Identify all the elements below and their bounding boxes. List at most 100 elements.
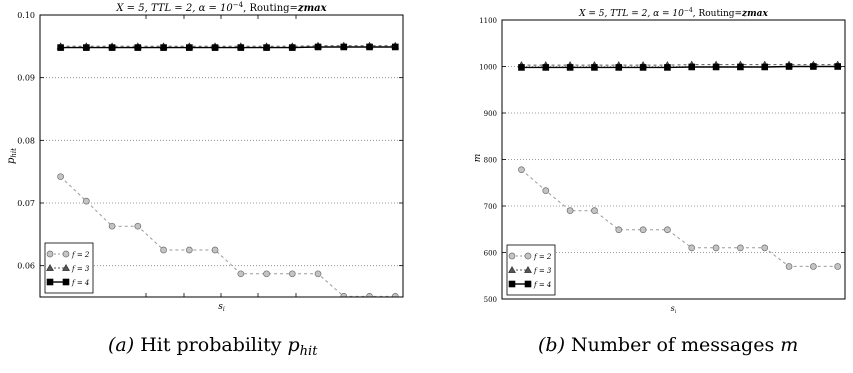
plot-area	[56, 41, 400, 297]
series-line-f4	[60, 46, 396, 49]
data-point	[237, 44, 245, 51]
data-point	[108, 222, 116, 230]
y-tick-label: 700	[484, 203, 497, 211]
caption-a-label: (a)	[108, 334, 135, 356]
y-tick-label: 900	[484, 110, 497, 118]
y-tick-label: 800	[484, 157, 497, 165]
legend-label: f = 2	[533, 253, 552, 261]
y-tick-label: 1000	[479, 64, 497, 72]
caption-a-subscript: hit	[299, 344, 318, 359]
data-point	[615, 226, 623, 234]
data-point	[160, 44, 167, 51]
legend: f = 2 f = 3 f = 4	[44, 242, 94, 294]
data-point	[639, 64, 647, 71]
data-point	[366, 293, 373, 297]
y-tick-label: 0.07	[17, 199, 35, 208]
data-point	[82, 197, 90, 205]
x-axis-label: si	[671, 304, 677, 315]
data-point	[737, 63, 744, 71]
y-tick-label: 0.06	[17, 262, 35, 271]
data-point	[591, 207, 598, 214]
y-axis-label: m	[473, 154, 483, 163]
plot-area	[517, 60, 842, 270]
data-point	[810, 263, 817, 270]
data-point	[83, 44, 90, 51]
data-point	[340, 293, 348, 297]
data-point	[834, 63, 842, 70]
legend: f = 2 f = 3 f = 4	[506, 244, 556, 296]
data-point	[566, 64, 574, 71]
data-point	[134, 222, 142, 230]
legend-marker	[46, 263, 54, 271]
data-point	[664, 226, 671, 234]
series-line-f2	[60, 176, 396, 297]
series-line-f2	[521, 169, 838, 267]
data-point	[391, 293, 399, 297]
data-point	[185, 246, 193, 254]
caption-a-symbol: p	[287, 334, 300, 356]
legend-marker	[46, 250, 54, 258]
data-point	[712, 244, 720, 252]
data-point	[834, 263, 842, 270]
y-axis-label: phit	[6, 148, 18, 164]
data-point	[340, 43, 348, 51]
caption-b-text: Number of messages	[565, 334, 781, 356]
x-axis-label: si	[218, 302, 225, 313]
chart-title: X = 5, TTL = 2, α = 10−4, Routing=zmax	[115, 1, 327, 14]
legend-label: f = 3	[533, 267, 552, 275]
data-point	[688, 63, 696, 71]
data-point	[785, 63, 793, 70]
legend-marker	[508, 280, 516, 288]
data-point	[810, 63, 817, 70]
data-point	[134, 44, 142, 51]
y-tick-label: 0.08	[17, 136, 35, 145]
caption-b: (b) Number of messages m	[538, 334, 798, 359]
data-point	[761, 63, 769, 71]
data-point	[288, 44, 296, 51]
data-point	[57, 44, 64, 51]
data-point	[785, 263, 793, 270]
plot-frame	[39, 14, 404, 298]
data-point	[108, 44, 116, 51]
data-point	[366, 43, 373, 51]
y-tick-label: 500	[484, 296, 497, 304]
data-point	[542, 64, 550, 71]
data-point	[591, 64, 598, 71]
caption-a: (a) Hit probability phit	[108, 334, 317, 359]
data-point	[518, 64, 525, 71]
data-point	[314, 43, 322, 51]
plot-frame	[501, 19, 846, 300]
series-line-f4	[521, 65, 838, 69]
caption-b-symbol: m	[780, 334, 799, 356]
legend-label: f = 3	[71, 265, 90, 273]
data-point	[518, 166, 525, 174]
data-point	[688, 244, 696, 252]
legend-marker	[524, 265, 532, 273]
data-point	[712, 63, 720, 71]
legend-marker	[508, 265, 516, 273]
legend-marker	[46, 278, 54, 286]
data-point	[263, 270, 270, 278]
data-point	[211, 44, 219, 51]
data-point	[211, 246, 219, 254]
data-point	[542, 187, 550, 195]
legend-marker	[524, 280, 532, 288]
data-point	[566, 207, 574, 214]
y-tick-label: 600	[484, 250, 497, 258]
data-point	[639, 226, 647, 234]
legend-label: f = 4	[533, 281, 551, 289]
data-point	[288, 270, 296, 278]
data-point	[237, 270, 245, 278]
y-tick-label: 0.10	[17, 11, 35, 20]
data-point	[664, 64, 671, 71]
data-point	[160, 246, 167, 254]
caption-a-text: Hit probability	[134, 334, 288, 356]
data-point	[391, 43, 399, 51]
legend-marker	[524, 252, 532, 260]
data-point	[737, 244, 744, 252]
y-tick-label: 1100	[479, 17, 497, 25]
legend-marker	[508, 252, 516, 260]
chart-msgs: 500 600 700 800 900 1000 1100 X = 5, TTL = 2, α…	[473, 7, 846, 315]
legend-marker	[62, 278, 70, 286]
